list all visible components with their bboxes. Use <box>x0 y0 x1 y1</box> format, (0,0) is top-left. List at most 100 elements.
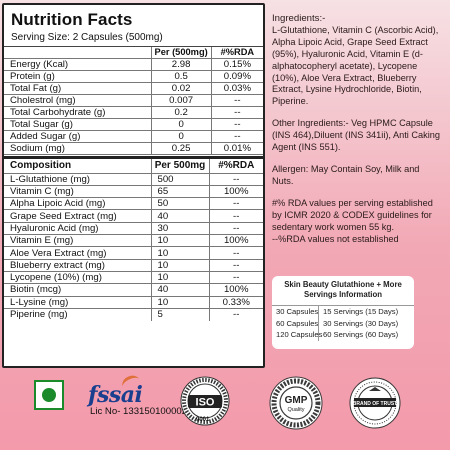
component-name: L-Lysine (mg) <box>4 296 152 309</box>
gmp-quality-seal: GMP Quality <box>269 376 323 430</box>
component-per: 40 <box>151 209 210 223</box>
pack-size: 60 Capsules <box>272 317 319 329</box>
nutrition-header-rda: #%RDA <box>211 47 263 60</box>
other-ingredients: Other Ingredients:- Veg HPMC Capsule (IN… <box>272 118 440 153</box>
component-name: Aloe Vera Extract (mg) <box>4 246 152 260</box>
servings-info-card: Skin Beauty Glutathione + More Servings … <box>272 276 414 349</box>
license-number: Lic No- 13315010000279 <box>90 406 198 417</box>
composition-header-rda: #%RDA <box>209 159 263 174</box>
ingredients-text: L-Glutathione, Vitamin C (Ascorbic Acid)… <box>272 24 439 107</box>
component-rda: 0.33% <box>209 296 263 309</box>
nutrient-per: 0.25 <box>151 142 212 156</box>
component-per: 65 <box>151 185 210 199</box>
nutrient-per: 2.98 <box>151 58 212 72</box>
allergen-info: Allergen: May Contain Soy, Milk and Nuts… <box>272 163 420 186</box>
serving-size: Serving Size: 2 Capsules (500mg) <box>4 30 263 47</box>
component-rda: 100% <box>209 283 263 297</box>
component-rda: -- <box>209 222 263 236</box>
composition-header-name: Composition <box>4 159 152 174</box>
pack-servings: 15 Servings (15 Days) <box>323 307 399 316</box>
component-rda: -- <box>209 246 263 260</box>
component-per: 5 <box>151 308 210 321</box>
table-row: Biotin (mcg) 40 100% <box>4 283 263 297</box>
component-per: 10 <box>151 259 210 272</box>
composition-header-row: Composition Per 500mg #%RDA <box>4 159 263 174</box>
nutrition-facts-title: Nutrition Facts <box>11 10 133 29</box>
pack-size: 30 Capsules <box>272 306 319 318</box>
component-rda: -- <box>233 309 240 321</box>
component-rda: -- <box>209 259 263 272</box>
table-row: Cholestrol (mg) 0.007 -- <box>4 94 263 108</box>
veg-mark-icon <box>34 380 64 410</box>
component-name: Grape Seed Extract (mg) <box>4 209 152 223</box>
table-row: L-Lysine (mg) 10 0.33% <box>4 296 263 309</box>
component-name: Hyaluronic Acid (mg) <box>4 222 152 236</box>
nutrient-name: Total Carbohydrate (g) <box>4 106 152 120</box>
iso-9001-seal: ISO <box>180 376 230 426</box>
nutrient-rda: -- <box>211 106 263 120</box>
nutrition-header-per: Per (500mg) <box>151 47 212 60</box>
pack-servings: 30 Servings (30 Days) <box>323 318 399 328</box>
component-name: Alpha Lipoic Acid (mg) <box>4 197 152 211</box>
nutrient-rda: 0.09% <box>211 70 263 84</box>
nutrient-rda: 0.15% <box>211 58 263 72</box>
ingredients-block: Ingredients:- L-Glutathione, Vitamin C (… <box>272 13 442 255</box>
table-row: Piperine (mg) 5 -- <box>4 308 263 321</box>
servings-list: 30 Capsules 15 Servings (15 Days) 60 Cap… <box>272 306 414 341</box>
nutrient-rda: -- <box>211 94 263 108</box>
table-row: Total Fat (g) 0.02 0.03% <box>4 82 263 96</box>
fssai-logo: fssai <box>88 382 143 408</box>
trust-label: BRAND OF TRUST <box>353 401 397 407</box>
table-row: Aloe Vera Extract (mg) 10 -- <box>4 246 263 260</box>
rda-notes: #% RDA values per serving established by… <box>272 198 442 246</box>
nutrient-rda: -- <box>211 130 263 144</box>
rda-note: #% RDA values per serving established by… <box>272 197 433 232</box>
component-rda: -- <box>209 271 263 285</box>
composition-header-per: Per 500mg <box>151 159 210 174</box>
brand-of-trust-badge: BRAND OF TRUST <box>349 377 401 429</box>
nutrition-header-name <box>4 47 152 60</box>
component-rda: -- <box>209 197 263 211</box>
gmp-label: GMP <box>285 395 308 406</box>
table-row: Vitamin E (mg) 10 100% <box>4 234 263 248</box>
table-row: Blueberry extract (mg) 10 -- <box>4 259 263 272</box>
nutrient-per: 0.02 <box>151 82 212 96</box>
table-row: Alpha Lipoic Acid (mg) 50 -- <box>4 197 263 211</box>
servings-card-title: Skin Beauty Glutathione + More Servings … <box>272 276 414 306</box>
component-per: 10 <box>151 296 210 309</box>
table-row: Added Sugar (g) 0 -- <box>4 130 263 144</box>
nutrition-header-row: Per (500mg) #%RDA <box>4 47 263 60</box>
component-name: Blueberry extract (mg) <box>4 259 152 272</box>
nutrient-per: 0.007 <box>151 94 212 108</box>
nutrient-name: Cholestrol (mg) <box>4 94 152 108</box>
nutrition-table: Per (500mg) #%RDA Energy (Kcal) 2.98 0.15%… <box>4 47 263 156</box>
component-rda: 100% <box>209 234 263 248</box>
pack-size: 120 Capsules <box>272 329 322 341</box>
rda-note-2: --%RDA values not established <box>272 233 399 244</box>
component-name: Piperine (mg) <box>4 308 152 321</box>
table-row: Energy (Kcal) 2.98 0.15% <box>4 58 263 72</box>
nutrient-per: 0 <box>151 118 212 132</box>
nutrient-per: 0.2 <box>151 106 212 120</box>
nutrient-per: 0 <box>151 130 212 144</box>
table-row: Hyaluronic Acid (mg) 30 -- <box>4 222 263 236</box>
component-rda: 100% <box>209 185 263 199</box>
nutrition-facts-panel: Nutrition Facts Serving Size: 2 Capsules… <box>2 3 265 368</box>
component-per: 30 <box>151 222 210 236</box>
nutrient-rda: 0.01% <box>211 142 263 156</box>
nutrient-name: Added Sugar (g) <box>4 130 152 144</box>
nutrient-name: Total Sugar (g) <box>4 118 152 132</box>
table-row: Grape Seed Extract (mg) 40 -- <box>4 209 263 223</box>
table-row: Total Sugar (g) 0 -- <box>4 118 263 132</box>
table-divider <box>4 156 263 160</box>
component-per: 10 <box>151 246 210 260</box>
iso-label: ISO <box>196 397 215 409</box>
nutrient-per: 0.5 <box>151 70 212 84</box>
table-row: Vitamin C (mg) 65 100% <box>4 185 263 199</box>
nutrient-name: Energy (Kcal) <box>4 58 152 72</box>
component-rda: -- <box>209 173 263 186</box>
iso-number: 9001 <box>196 417 210 423</box>
nutrient-name: Protein (g) <box>4 70 152 84</box>
component-name: L-Glutathione (mg) <box>4 173 152 186</box>
table-row: Protein (g) 0.5 0.09% <box>4 70 263 84</box>
